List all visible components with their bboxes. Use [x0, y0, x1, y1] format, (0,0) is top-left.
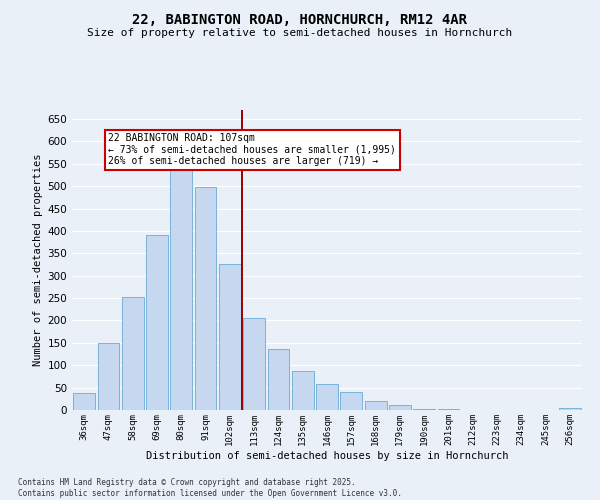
Bar: [146, 236, 168, 410]
Bar: [437, 409, 460, 410]
Bar: [243, 318, 265, 410]
Bar: [97, 343, 119, 410]
Bar: [170, 170, 192, 410]
Bar: [413, 408, 435, 410]
Bar: [194, 187, 217, 410]
Bar: [389, 404, 411, 410]
Bar: [292, 370, 314, 410]
Bar: [73, 393, 95, 410]
Text: Size of property relative to semi-detached houses in Hornchurch: Size of property relative to semi-detach…: [88, 28, 512, 38]
Bar: [268, 348, 289, 410]
Bar: [219, 264, 241, 410]
Bar: [316, 384, 338, 410]
Text: 22 BABINGTON ROAD: 107sqm
← 73% of semi-detached houses are smaller (1,995)
26% : 22 BABINGTON ROAD: 107sqm ← 73% of semi-…: [109, 134, 397, 166]
Bar: [559, 408, 581, 410]
Y-axis label: Number of semi-detached properties: Number of semi-detached properties: [33, 154, 43, 366]
Text: 22, BABINGTON ROAD, HORNCHURCH, RM12 4AR: 22, BABINGTON ROAD, HORNCHURCH, RM12 4AR: [133, 12, 467, 26]
Text: Contains HM Land Registry data © Crown copyright and database right 2025.
Contai: Contains HM Land Registry data © Crown c…: [18, 478, 402, 498]
Bar: [122, 297, 143, 410]
Bar: [365, 401, 386, 410]
X-axis label: Distribution of semi-detached houses by size in Hornchurch: Distribution of semi-detached houses by …: [146, 450, 508, 460]
Bar: [340, 392, 362, 410]
